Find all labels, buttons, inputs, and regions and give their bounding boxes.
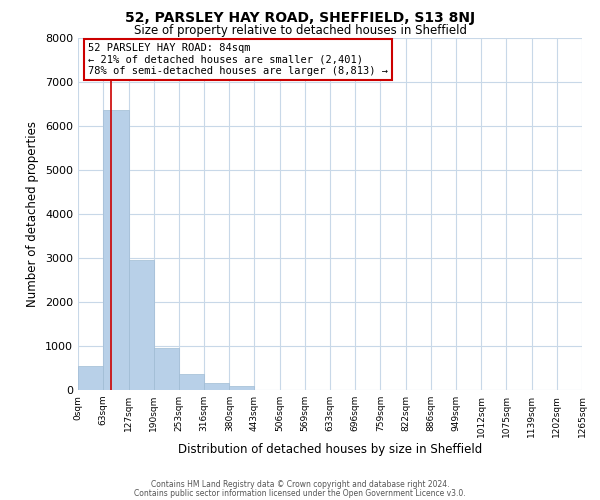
Bar — [154, 348, 179, 390]
Text: Contains HM Land Registry data © Crown copyright and database right 2024.: Contains HM Land Registry data © Crown c… — [151, 480, 449, 489]
Bar — [78, 366, 103, 390]
Bar — [128, 260, 154, 390]
Text: 52 PARSLEY HAY ROAD: 84sqm
← 21% of detached houses are smaller (2,401)
78% of s: 52 PARSLEY HAY ROAD: 84sqm ← 21% of deta… — [88, 43, 388, 76]
X-axis label: Distribution of detached houses by size in Sheffield: Distribution of detached houses by size … — [178, 442, 482, 456]
Bar — [103, 110, 128, 390]
Bar — [204, 383, 229, 390]
Text: 52, PARSLEY HAY ROAD, SHEFFIELD, S13 8NJ: 52, PARSLEY HAY ROAD, SHEFFIELD, S13 8NJ — [125, 11, 475, 25]
Bar — [229, 386, 254, 390]
Text: Size of property relative to detached houses in Sheffield: Size of property relative to detached ho… — [133, 24, 467, 37]
Text: Contains public sector information licensed under the Open Government Licence v3: Contains public sector information licen… — [134, 488, 466, 498]
Y-axis label: Number of detached properties: Number of detached properties — [26, 120, 40, 306]
Bar — [179, 374, 204, 390]
